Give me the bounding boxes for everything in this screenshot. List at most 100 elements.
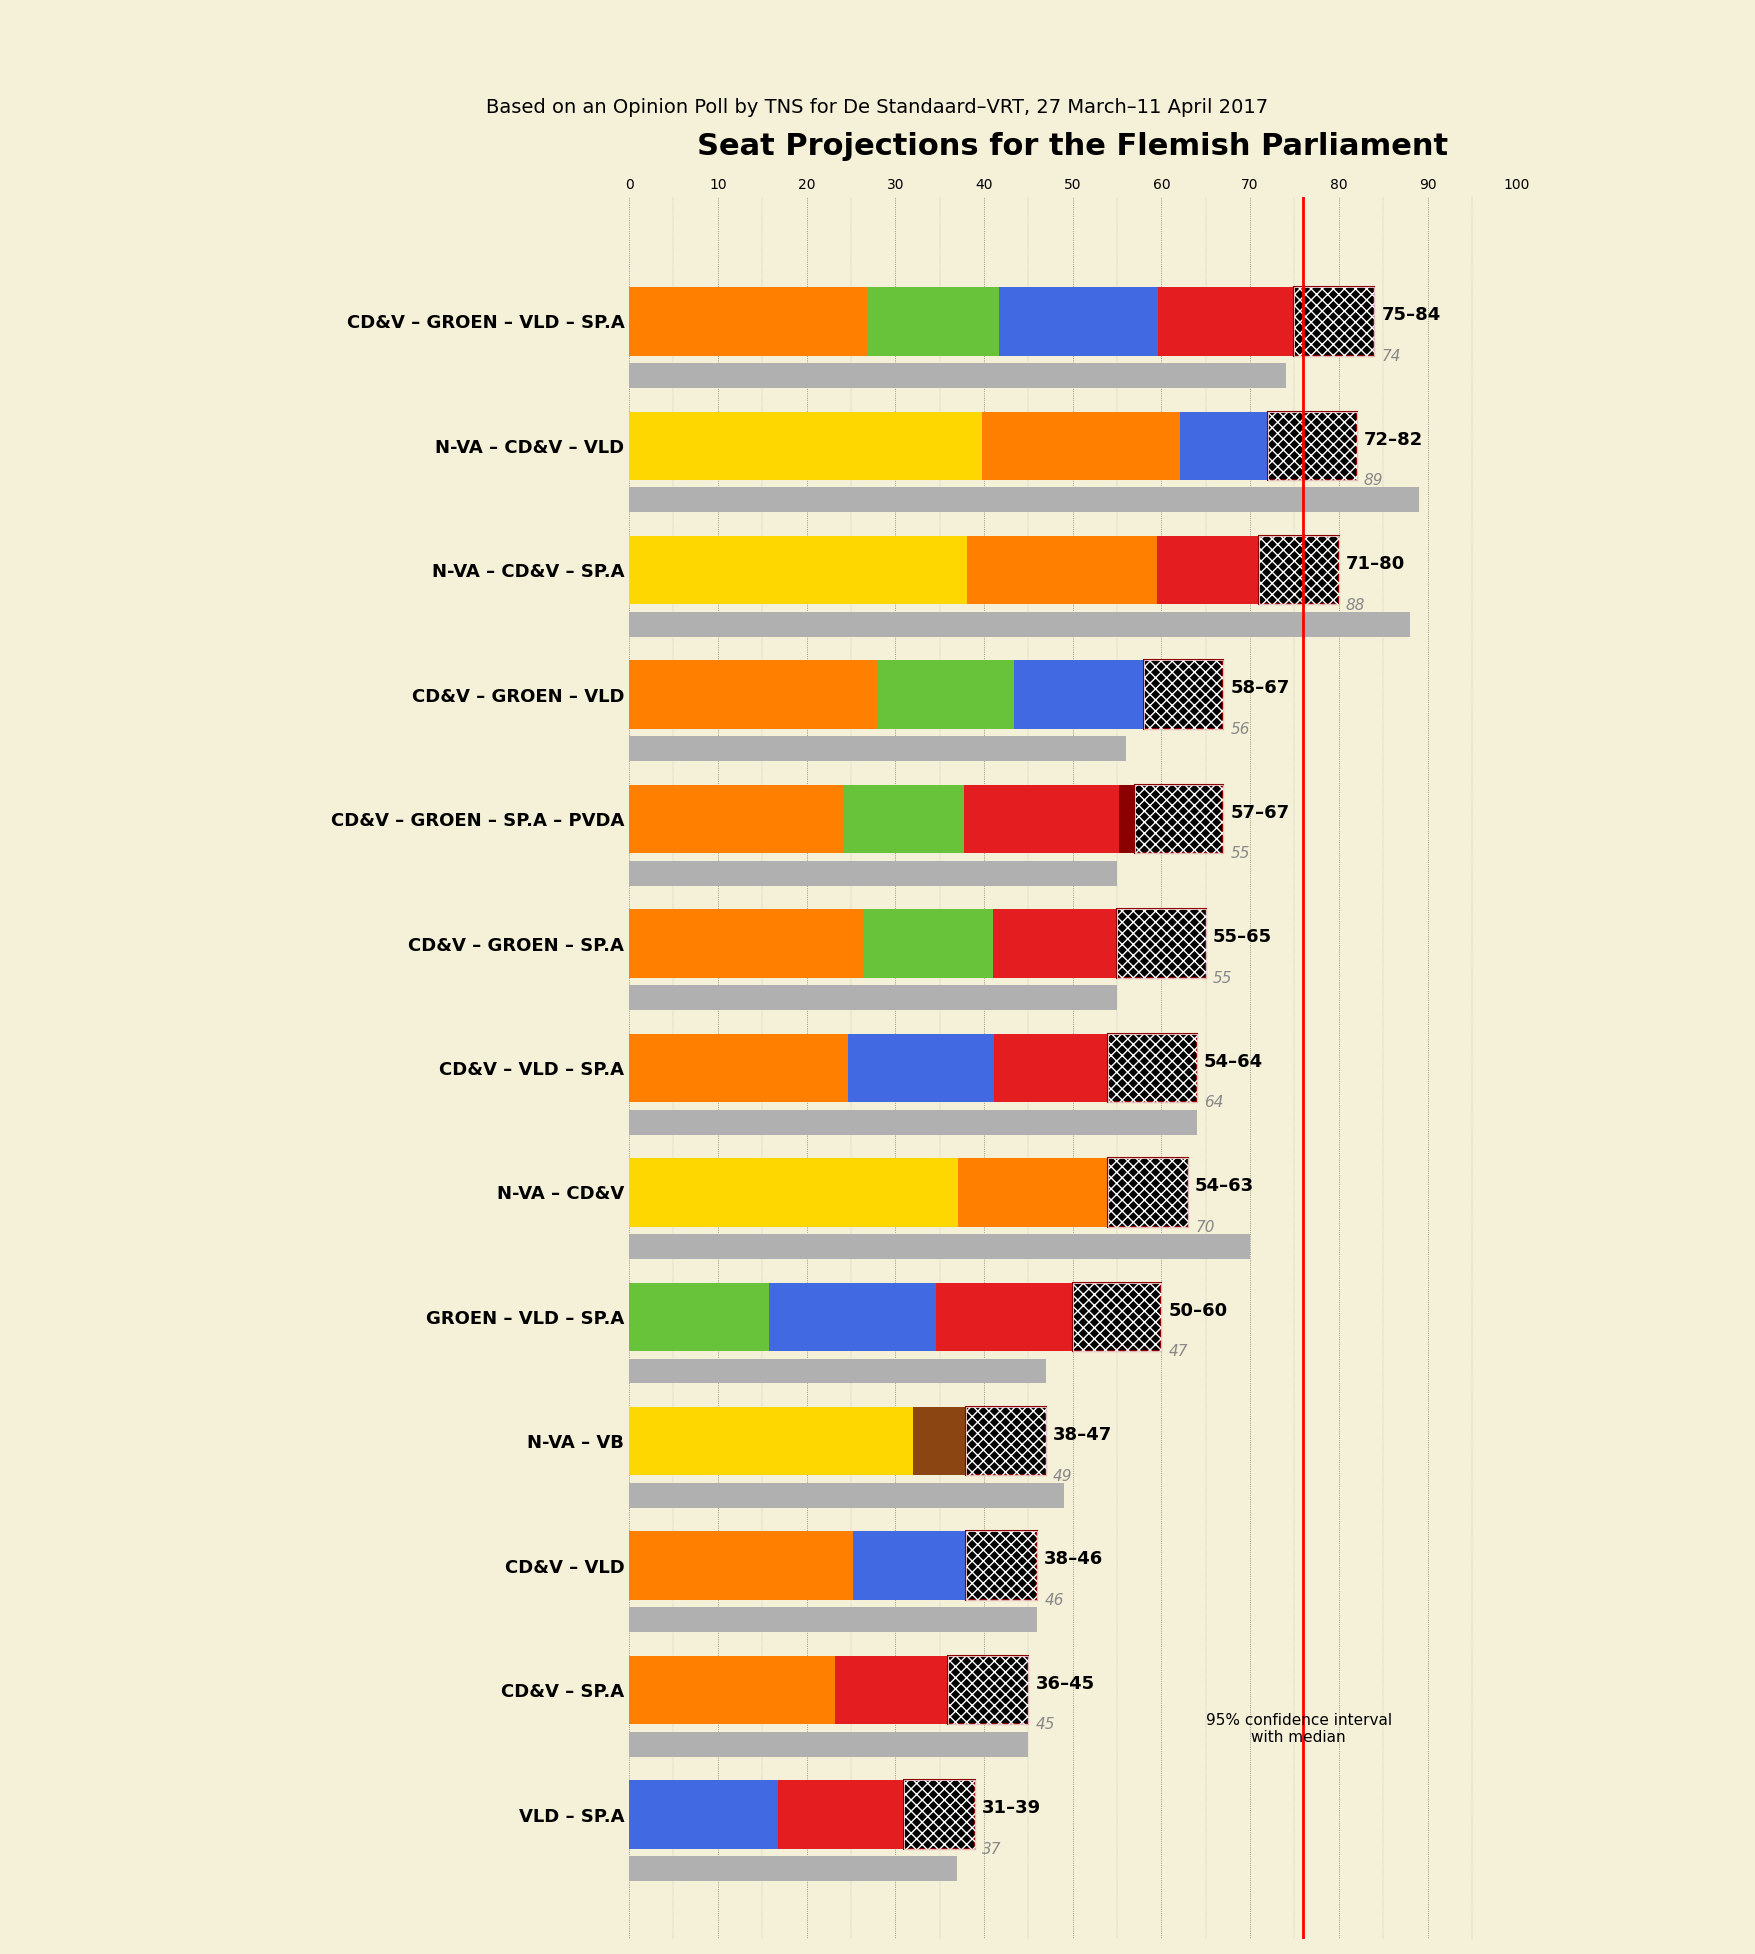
Bar xyxy=(1107,1034,1197,1102)
Bar xyxy=(1144,660,1223,729)
Bar xyxy=(628,612,1409,637)
Bar xyxy=(628,862,1116,885)
Bar xyxy=(1107,1159,1188,1227)
Bar xyxy=(1144,660,1223,729)
Bar xyxy=(948,1655,1028,1723)
Bar xyxy=(913,1407,1002,1475)
Bar xyxy=(1107,1159,1188,1227)
Bar xyxy=(904,1780,976,1848)
Bar xyxy=(1116,909,1206,977)
Text: 89: 89 xyxy=(1364,473,1383,488)
Bar xyxy=(628,535,967,604)
Bar xyxy=(628,1110,1197,1135)
Bar xyxy=(935,1282,1116,1350)
Bar xyxy=(628,487,1418,512)
Bar xyxy=(1295,287,1374,356)
Text: 38–47: 38–47 xyxy=(1053,1426,1113,1444)
Text: 72–82: 72–82 xyxy=(1364,430,1423,449)
Bar xyxy=(628,1731,1028,1757)
Text: 37: 37 xyxy=(983,1843,1002,1856)
Bar xyxy=(628,1282,769,1350)
Bar xyxy=(628,737,1127,762)
Text: 58–67: 58–67 xyxy=(1230,680,1290,698)
Bar xyxy=(1116,909,1206,977)
Bar xyxy=(628,660,878,729)
Bar xyxy=(1107,1034,1197,1102)
Bar xyxy=(628,1655,835,1723)
Bar xyxy=(1072,1282,1162,1350)
Text: 45: 45 xyxy=(1035,1718,1055,1733)
Bar xyxy=(628,1780,777,1848)
Bar xyxy=(628,287,867,356)
Bar xyxy=(628,1159,958,1227)
Text: 55: 55 xyxy=(1230,846,1250,862)
Bar xyxy=(628,363,1286,389)
Bar xyxy=(628,1608,1037,1632)
Text: 55–65: 55–65 xyxy=(1213,928,1272,946)
Bar xyxy=(1120,786,1179,854)
Bar xyxy=(948,1655,1028,1723)
Bar xyxy=(967,1532,1037,1600)
Text: 75–84: 75–84 xyxy=(1381,307,1441,324)
Bar xyxy=(1258,535,1339,604)
Bar xyxy=(628,1034,848,1102)
Bar xyxy=(1135,786,1223,854)
Bar xyxy=(844,786,963,854)
Bar xyxy=(853,1532,1002,1600)
Text: 47: 47 xyxy=(1169,1344,1188,1360)
Text: 70: 70 xyxy=(1195,1219,1214,1235)
Text: 54–64: 54–64 xyxy=(1204,1053,1264,1071)
Bar xyxy=(628,1235,1250,1258)
Text: 56: 56 xyxy=(1230,721,1250,737)
Bar xyxy=(963,786,1120,854)
Bar xyxy=(867,287,999,356)
Bar xyxy=(863,909,993,977)
Bar xyxy=(1158,287,1330,356)
Bar xyxy=(769,1282,935,1350)
Bar xyxy=(904,1780,976,1848)
Bar xyxy=(628,909,863,977)
Bar xyxy=(628,1856,958,1882)
Bar xyxy=(1295,287,1374,356)
Bar xyxy=(777,1780,939,1848)
Text: 36–45: 36–45 xyxy=(1035,1675,1095,1692)
Bar xyxy=(628,786,844,854)
Text: 50–60: 50–60 xyxy=(1169,1301,1227,1319)
Bar xyxy=(628,985,1116,1010)
Bar xyxy=(1267,412,1357,481)
Bar xyxy=(1258,535,1339,604)
Bar xyxy=(1072,1282,1162,1350)
Text: 71–80: 71–80 xyxy=(1346,555,1406,573)
Bar xyxy=(628,1407,913,1475)
Bar xyxy=(958,1159,1144,1227)
Bar xyxy=(967,1407,1046,1475)
Text: 64: 64 xyxy=(1204,1096,1223,1110)
Text: 31–39: 31–39 xyxy=(983,1800,1041,1817)
Bar xyxy=(999,287,1158,356)
Bar xyxy=(835,1655,985,1723)
Bar xyxy=(1014,660,1179,729)
Title: Seat Projections for the Flemish Parliament: Seat Projections for the Flemish Parliam… xyxy=(697,133,1448,162)
Bar xyxy=(848,1034,995,1102)
Bar xyxy=(1267,412,1357,481)
Text: 49: 49 xyxy=(1053,1469,1072,1483)
Bar xyxy=(628,1358,1046,1383)
Text: 54–63: 54–63 xyxy=(1195,1176,1255,1196)
Text: 95% confidence interval
with median: 95% confidence interval with median xyxy=(1206,1714,1392,1745)
Bar xyxy=(967,1532,1037,1600)
Bar xyxy=(1179,412,1313,481)
Text: 38–46: 38–46 xyxy=(1044,1550,1104,1569)
Bar xyxy=(981,412,1179,481)
Bar xyxy=(993,909,1162,977)
Text: Based on an Opinion Poll by TNS for De Standaard–VRT, 27 March–11 April 2017: Based on an Opinion Poll by TNS for De S… xyxy=(486,98,1269,117)
Text: 55: 55 xyxy=(1213,971,1232,987)
Bar xyxy=(628,1532,853,1600)
Text: 57–67: 57–67 xyxy=(1230,803,1290,823)
Text: 88: 88 xyxy=(1346,598,1365,612)
Bar xyxy=(995,1034,1153,1102)
Bar xyxy=(1135,786,1223,854)
Bar xyxy=(967,535,1157,604)
Bar xyxy=(878,660,1014,729)
Bar xyxy=(628,412,981,481)
Text: 46: 46 xyxy=(1044,1593,1064,1608)
